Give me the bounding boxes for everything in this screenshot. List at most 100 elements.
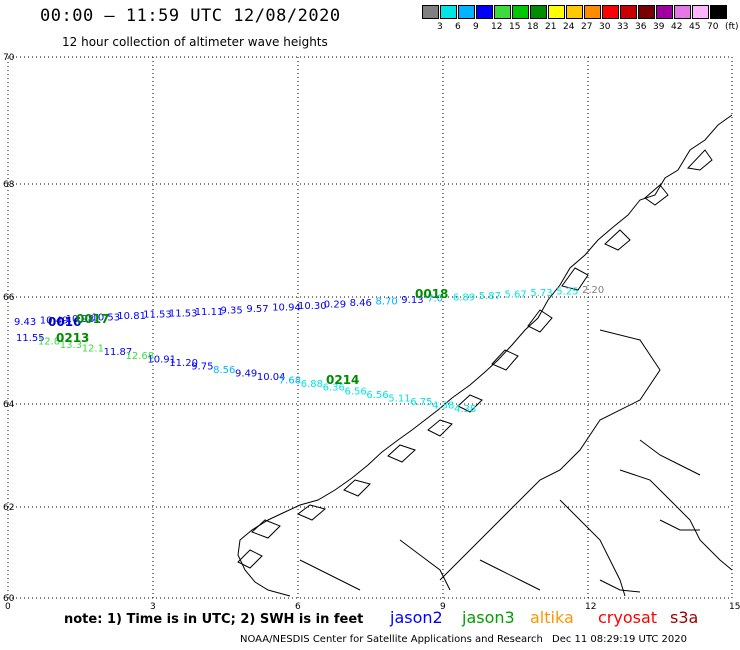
scale-label: 42 [671, 22, 683, 32]
scale-label: 27 [581, 22, 593, 32]
coastline-segment [427, 419, 453, 437]
coastline-segment [639, 439, 701, 476]
coastline-segment [561, 267, 589, 291]
swh-value-label: 9.43 [14, 317, 36, 328]
scale-label: 21 [545, 22, 557, 32]
swh-value-label: 12.1 [82, 344, 104, 355]
map-title: 00:00 – 11:59 UTC 12/08/2020 [40, 6, 341, 26]
swh-value-label: 7.68 [279, 376, 301, 387]
scale-swatch [602, 5, 619, 19]
scale-swatch [692, 5, 709, 19]
swh-value-label: 10.91 [147, 354, 176, 365]
color-scale [422, 5, 728, 19]
coastline-segment [299, 559, 361, 591]
scale-label: 15 [509, 22, 521, 32]
swh-value-label: 10.49 [40, 316, 69, 327]
satellite-legend-jason3: jason3 [462, 608, 515, 627]
timestamp-text: Dec 11 08:29:19 UTC 2020 [552, 634, 687, 645]
swh-value-label: 11.55 [16, 333, 45, 344]
swh-value-label: 10.53 [92, 313, 121, 324]
coastline-segment [644, 184, 669, 206]
satellite-legend-s3a: s3a [670, 608, 699, 627]
y-tick-label: 64 [3, 400, 15, 410]
pass-id-label: 0017 [76, 312, 109, 326]
scale-label: 24 [563, 22, 575, 32]
y-tick-label: 66 [3, 293, 15, 303]
scale-swatch [458, 5, 475, 19]
scale-label: 30 [599, 22, 611, 32]
coastline-segment [559, 499, 626, 597]
coastline-segment [343, 479, 371, 497]
swh-value-label: 6.36 [323, 383, 345, 394]
satellite-legend-jason2: jason2 [390, 608, 443, 627]
y-tick-label: 60 [3, 594, 15, 604]
swh-value-label: 9.49 [235, 369, 257, 380]
swh-value-label: 8.56 [213, 365, 235, 376]
swh-value-label: 10.98 [66, 314, 95, 325]
swh-value-label: 9.57 [246, 304, 268, 315]
norway-coastline [237, 114, 733, 597]
y-tick-label: 70 [3, 53, 15, 63]
swh-value-label: 9.13 [401, 295, 423, 306]
scale-swatch [584, 5, 601, 19]
scale-swatch [656, 5, 673, 19]
swh-value-label: 8.46 [350, 298, 372, 309]
coastline-segment [387, 444, 416, 463]
scale-swatch [512, 5, 529, 19]
y-axis-labels: 70 68 66 64 62 60 [3, 53, 15, 604]
x-tick-label: 3 [150, 602, 156, 612]
coastline-segment [399, 539, 451, 591]
coastline-segment [619, 469, 733, 571]
satellite-legend-cryosat: cryosat [598, 608, 658, 627]
swh-value-label: 10.30 [298, 301, 327, 312]
scale-label: 6 [455, 22, 461, 32]
swh-value-label: 11.87 [104, 347, 133, 358]
swh-value-label: 11.20 [169, 358, 198, 369]
swh-value-label: 8.70 [376, 297, 398, 308]
scale-swatch [530, 5, 547, 19]
x-tick-label: 15 [729, 602, 740, 612]
coastline-segment [297, 504, 327, 521]
y-tick-label: 62 [3, 503, 14, 513]
scale-label: 9 [473, 22, 479, 32]
scale-label: 39 [653, 22, 665, 32]
swh-value-label: 10.04 [257, 372, 286, 383]
grid-lines [8, 57, 732, 598]
satellite-legend-altika: altika [530, 608, 574, 627]
swh-value-label: 12.8 [38, 337, 60, 348]
swh-value-label: 13.3 [60, 340, 82, 351]
scale-swatch [494, 5, 511, 19]
scale-label: 12 [491, 22, 503, 32]
swh-value-label: 5.11 [388, 393, 410, 404]
scale-swatch [440, 5, 457, 19]
x-tick-label: 0 [5, 602, 11, 612]
scale-label: 70 [707, 22, 719, 32]
scale-unit: (ft) [725, 22, 739, 32]
pass-id-label: 0018 [415, 287, 448, 301]
coastline-segment [439, 329, 661, 581]
coastline-segment [491, 349, 519, 371]
swh-value-label: 0.29 [324, 300, 346, 311]
credit-text: NOAA/NESDIS Center for Satellite Applica… [240, 634, 543, 645]
swh-value-label: 5.25 [556, 287, 578, 298]
x-tick-label: 12 [585, 602, 596, 612]
swh-value-label: 6.56 [345, 386, 367, 397]
scale-label: 18 [527, 22, 539, 32]
coastline-segment [237, 549, 263, 569]
swh-value-label: 7.0 [427, 294, 443, 305]
scale-label: 36 [635, 22, 647, 32]
scale-swatch [422, 5, 439, 19]
footer-note: note: 1) Time is in UTC; 2) SWH is in fe… [64, 612, 364, 627]
coastline-segment [479, 559, 541, 591]
scale-label: 3 [437, 22, 443, 32]
scale-swatch [476, 5, 493, 19]
scale-swatch [710, 5, 727, 19]
pass-id-label: 0016 [48, 315, 81, 329]
x-tick-label: 6 [295, 602, 301, 612]
swh-value-label: 11.11 [195, 307, 224, 318]
coastline-segment [599, 579, 641, 593]
x-tick-label: 9 [440, 602, 446, 612]
swh-value-label: 6.89 [453, 292, 475, 303]
